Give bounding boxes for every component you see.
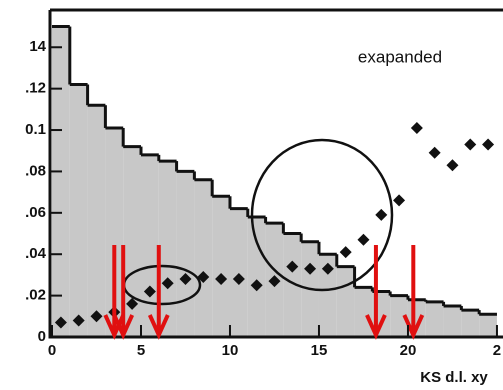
point [428,146,441,159]
y-tick-label: 0 [38,328,46,345]
highlight-circle [250,138,394,292]
point [482,138,495,151]
bar [194,179,213,337]
x-tick-label: 2 [493,342,501,359]
bar [425,301,444,337]
point [304,262,317,275]
y-tick-label: .12 [25,80,46,97]
point [357,233,370,246]
point [286,260,299,273]
point [393,194,406,207]
point [232,273,245,286]
point [179,273,192,286]
bar [229,208,248,337]
y-tick-label: .04 [25,245,47,262]
point [126,297,139,310]
arrow [402,245,425,340]
bar [158,161,177,337]
point [446,159,459,172]
x-tick-label: 15 [311,342,328,359]
x-tick-label: 10 [222,342,239,359]
bar [105,127,124,337]
point [375,208,388,221]
bar [69,84,88,337]
bar [123,146,141,337]
bar [318,254,337,337]
bar [390,295,408,337]
bar [176,171,195,337]
x-tick-label: 0 [48,342,56,359]
bar [336,266,355,337]
arrow [112,245,135,340]
arrow [147,245,170,340]
x-tick-label: 20 [400,342,417,359]
point [90,310,103,323]
bar [354,287,373,337]
bar [52,26,70,338]
y-tick-label: .02 [25,287,46,304]
y-tick-label: .08 [25,162,46,179]
point [161,277,174,290]
annotation: exapanded [358,47,442,66]
point [72,314,85,327]
x-tick-label: 5 [137,342,145,359]
y-tick-label: .06 [25,204,46,221]
point [268,275,281,288]
bar [140,154,159,337]
point [143,285,156,298]
x-axis-label: KS d.l. xy [420,369,488,386]
point [54,316,67,329]
arrow [365,245,387,340]
point [410,121,423,134]
point [464,138,477,151]
bar [443,305,462,337]
point [339,246,352,259]
point [321,262,334,275]
bar [247,216,266,337]
bar [87,105,106,337]
point [197,270,210,283]
bar [212,196,230,337]
y-tick-label: 0.1 [25,121,46,138]
point [250,279,263,292]
bar [283,233,302,337]
bar [479,314,497,337]
plot [52,25,497,338]
bar [461,310,480,337]
y-tick-label: 14 [29,38,46,55]
point [215,273,228,286]
